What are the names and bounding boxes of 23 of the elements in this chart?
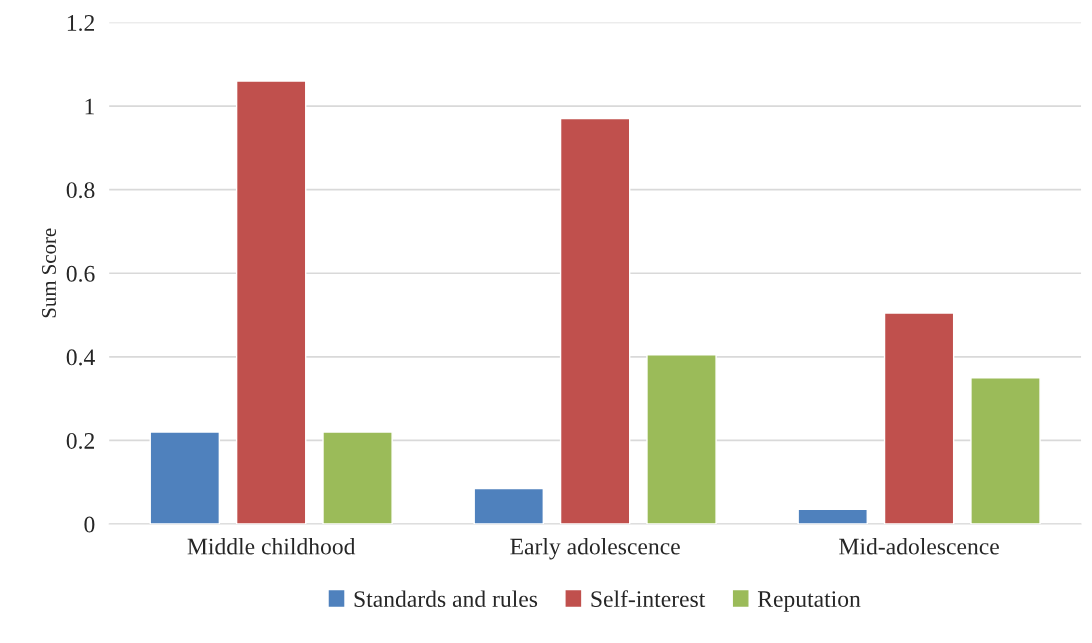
bar <box>646 354 717 525</box>
bar <box>970 377 1041 525</box>
bar <box>149 431 221 525</box>
y-tick-label: 0.6 <box>66 265 95 282</box>
y-tick-label: 0.2 <box>66 432 95 449</box>
x-tick-label: Middle childhood <box>187 537 356 555</box>
bar <box>797 508 868 525</box>
legend-label: Self-interest <box>591 590 706 608</box>
y-tick-label: 0 <box>84 516 95 533</box>
legend-label: Reputation <box>757 591 861 612</box>
bar <box>559 117 631 525</box>
legend-label: Standards and rules <box>354 590 538 608</box>
bar <box>235 80 307 525</box>
y-tick-label: 1.2 <box>67 15 95 32</box>
bar <box>883 312 955 525</box>
y-axis-title: Sum Score <box>42 228 57 318</box>
bar <box>473 487 545 525</box>
y-tick-label: 0.8 <box>66 182 95 199</box>
bar <box>322 431 393 525</box>
x-tick-label: Early adolescence <box>510 537 680 560</box>
x-tick-label: Mid-adolescence <box>839 537 999 555</box>
y-tick-label: 0.4 <box>66 349 95 366</box>
y-tick-label: 1 <box>85 98 94 115</box>
